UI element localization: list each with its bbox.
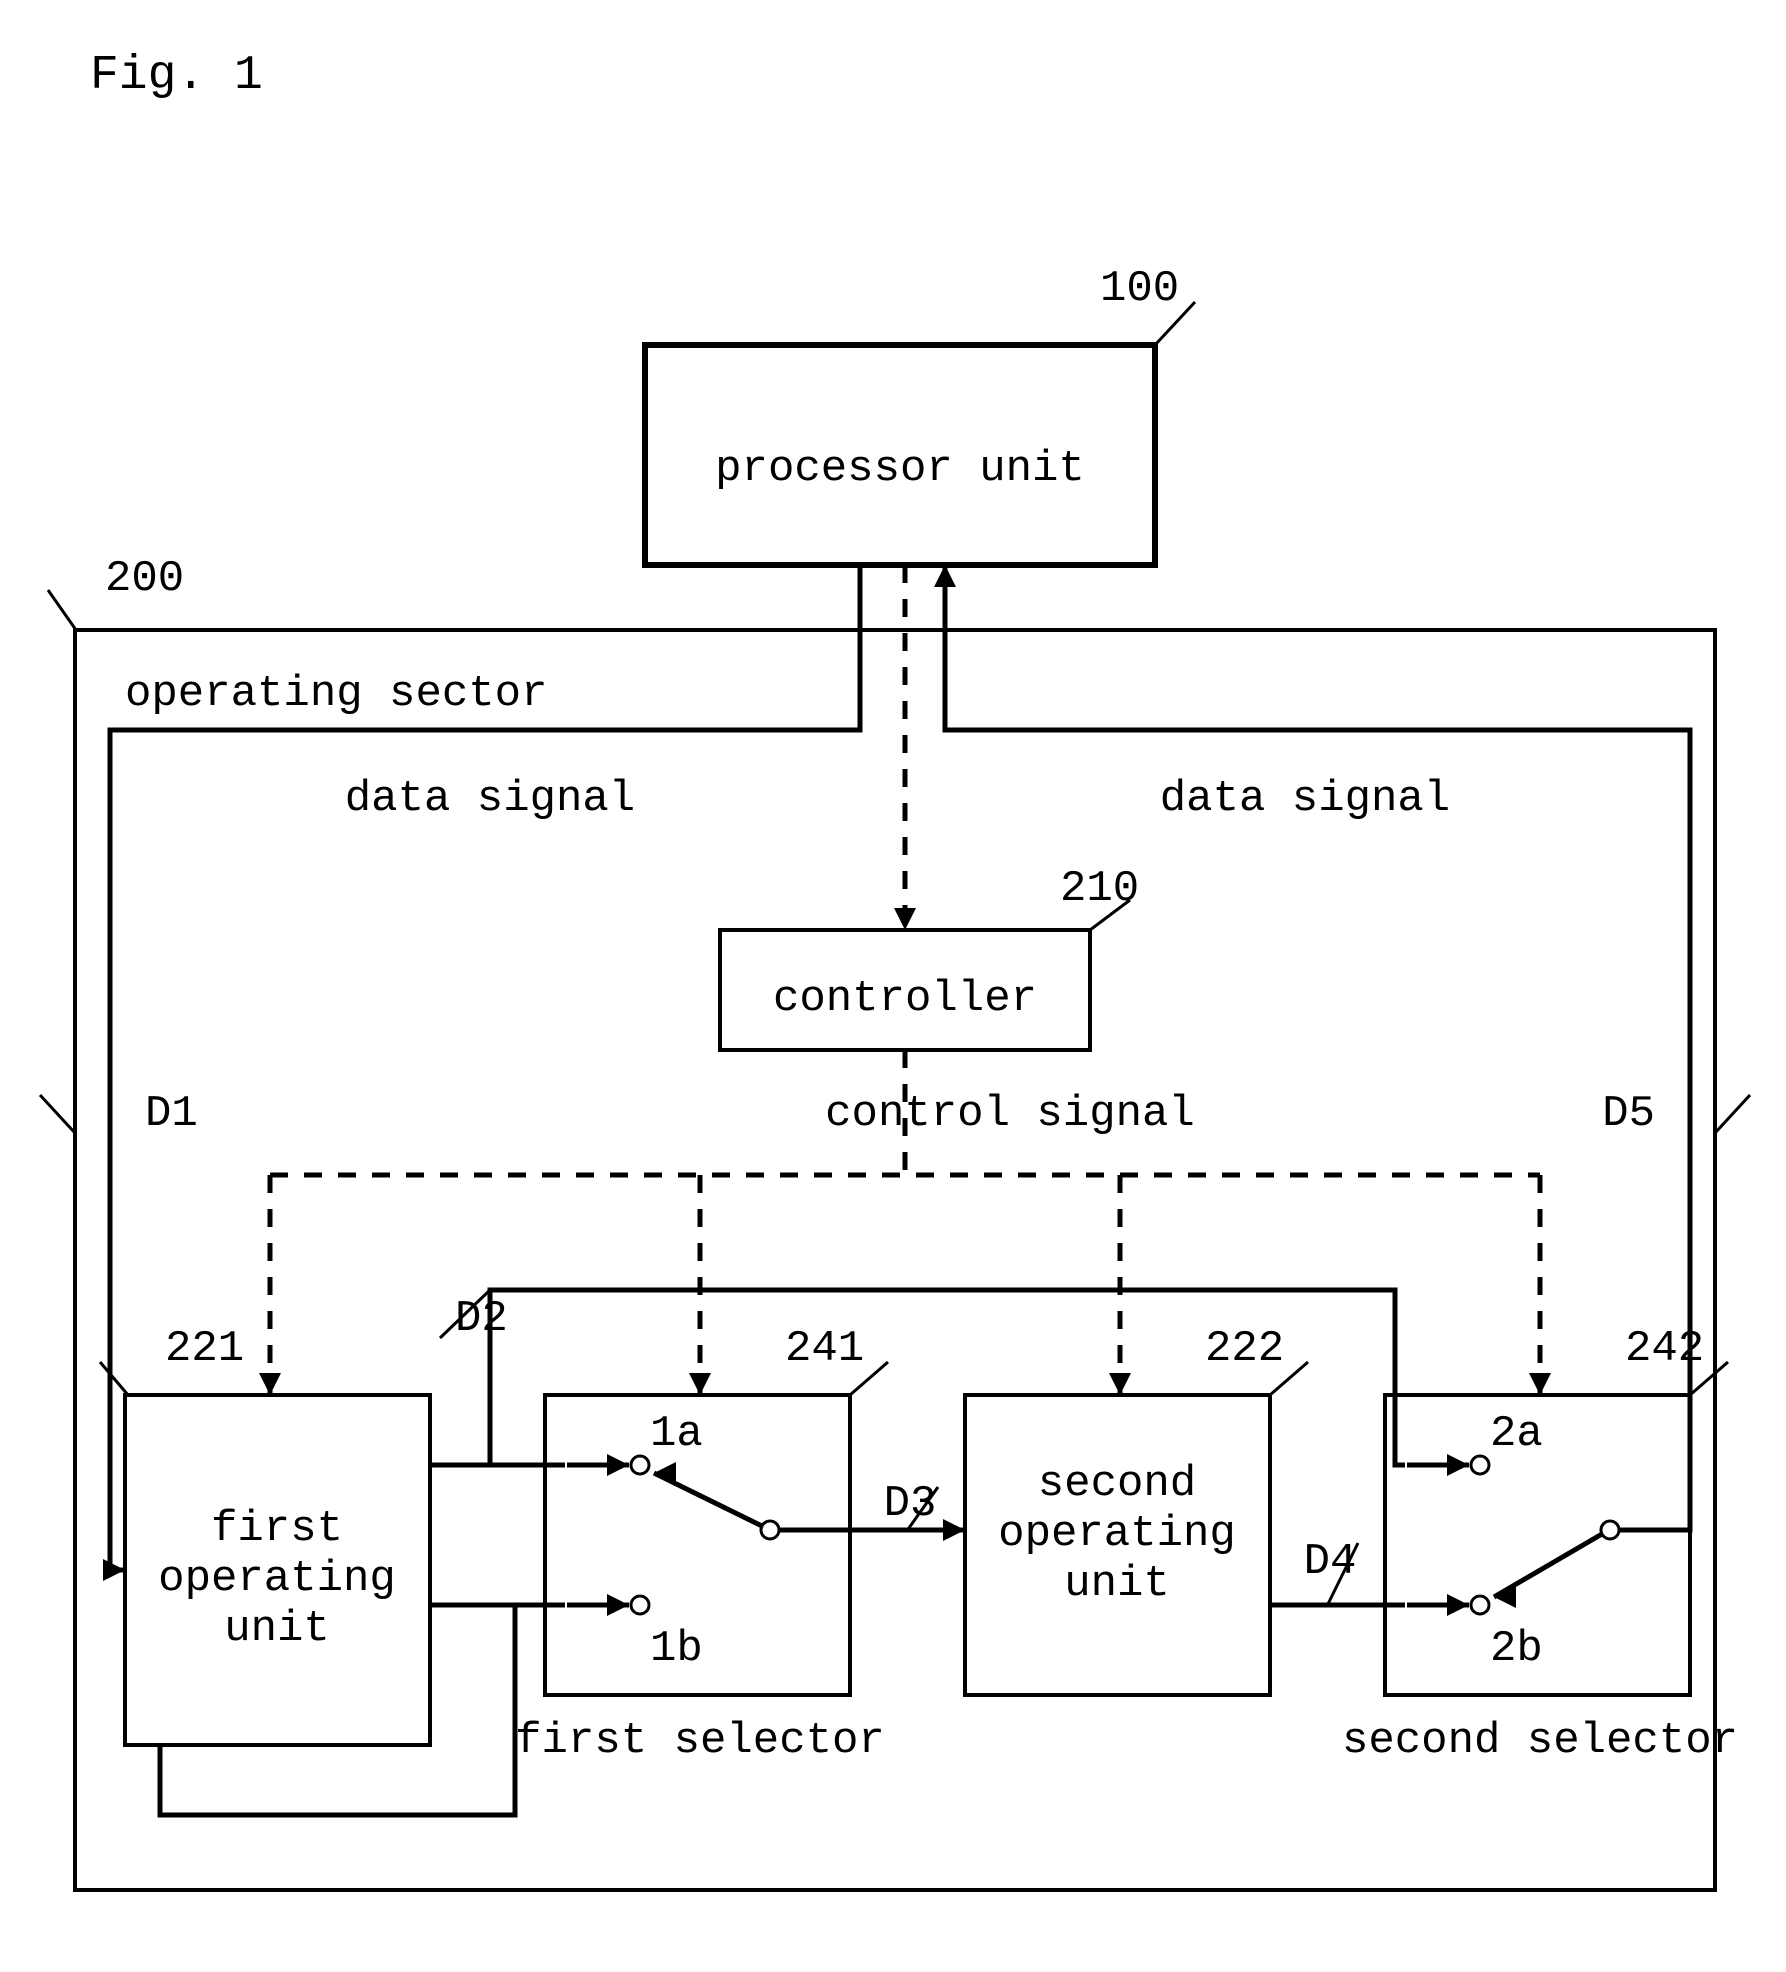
processor-label: processor unit — [715, 444, 1085, 494]
ref221-ref: 221 — [165, 1324, 244, 1374]
data-signal-right: data signal — [1160, 774, 1450, 824]
d2-label: D2 — [455, 1294, 508, 1344]
second-op-l1: second — [1038, 1459, 1196, 1509]
d1-label: D1 — [145, 1089, 198, 1139]
first-selector-caption: first selector — [515, 1716, 885, 1766]
ref210-ref: 210 — [1060, 864, 1139, 914]
first-op-l3: unit — [224, 1604, 330, 1654]
sel1-b-label: 1b — [650, 1624, 703, 1674]
control-signal-label: control signal — [825, 1089, 1195, 1139]
d5-label: D5 — [1602, 1089, 1655, 1139]
sel2-b-label: 2b — [1490, 1624, 1543, 1674]
data-signal-left: data signal — [345, 774, 635, 824]
second-op-l2: operating — [998, 1509, 1236, 1559]
first-op-l1: first — [211, 1504, 343, 1554]
sel1-a-label: 1a — [650, 1409, 703, 1459]
ref222-ref: 222 — [1205, 1324, 1284, 1374]
figure-title: Fig. 1 — [90, 49, 263, 103]
sector-label: operating sector — [125, 669, 547, 719]
first-op-l2: operating — [158, 1554, 396, 1604]
second-selector-caption: second selector — [1342, 1716, 1738, 1766]
ref100-ref: 100 — [1100, 264, 1179, 314]
controller-label: controller — [773, 974, 1037, 1024]
second-op-l3: unit — [1064, 1559, 1170, 1609]
sel2-a-label: 2a — [1490, 1409, 1543, 1459]
ref241-ref: 241 — [785, 1324, 864, 1374]
ref200-ref: 200 — [105, 554, 184, 604]
d3-label: D3 — [884, 1479, 937, 1529]
